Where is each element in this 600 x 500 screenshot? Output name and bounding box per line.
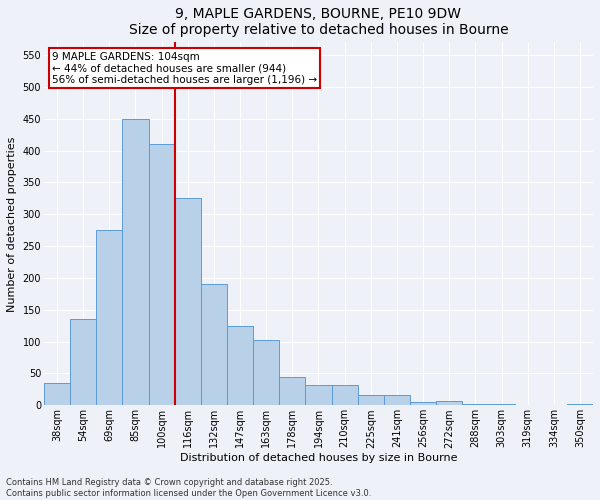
Bar — [279, 376, 305, 405]
Text: Contains HM Land Registry data © Crown copyright and database right 2025.
Contai: Contains HM Land Registry data © Crown c… — [6, 478, 371, 498]
Bar — [567, 404, 593, 405]
Bar — [384, 395, 410, 405]
Bar — [201, 284, 227, 405]
Bar — [227, 326, 253, 405]
Text: 9 MAPLE GARDENS: 104sqm
← 44% of detached houses are smaller (944)
56% of semi-d: 9 MAPLE GARDENS: 104sqm ← 44% of detache… — [52, 52, 317, 84]
Bar — [463, 404, 488, 405]
Bar — [515, 404, 541, 405]
Bar — [96, 230, 122, 405]
Y-axis label: Number of detached properties: Number of detached properties — [7, 136, 17, 312]
X-axis label: Distribution of detached houses by size in Bourne: Distribution of detached houses by size … — [180, 453, 457, 463]
Bar — [410, 402, 436, 405]
Title: 9, MAPLE GARDENS, BOURNE, PE10 9DW
Size of property relative to detached houses : 9, MAPLE GARDENS, BOURNE, PE10 9DW Size … — [128, 7, 508, 37]
Bar — [253, 340, 279, 405]
Bar — [70, 320, 96, 405]
Bar — [488, 404, 515, 405]
Bar — [332, 385, 358, 405]
Bar — [149, 144, 175, 405]
Bar — [175, 198, 201, 405]
Bar — [122, 119, 149, 405]
Bar — [358, 395, 384, 405]
Bar — [44, 383, 70, 405]
Bar — [305, 385, 332, 405]
Bar — [541, 404, 567, 405]
Bar — [436, 401, 463, 405]
